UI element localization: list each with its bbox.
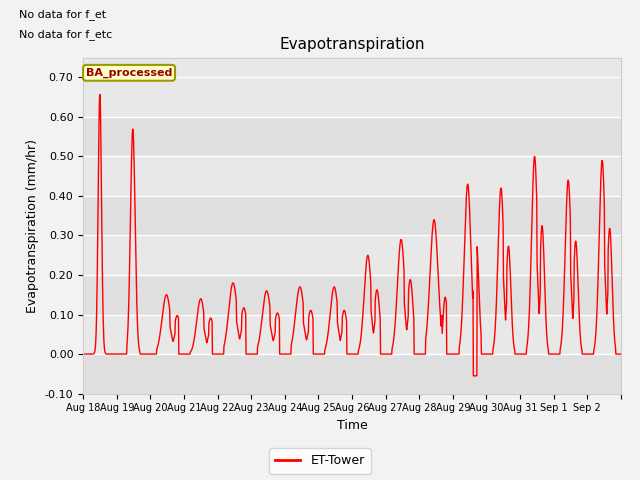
- X-axis label: Time: Time: [337, 419, 367, 432]
- Text: BA_processed: BA_processed: [86, 68, 172, 78]
- Text: No data for f_et: No data for f_et: [19, 9, 106, 20]
- Bar: [83, 117, 621, 156]
- Y-axis label: Evapotranspiration (mm/hr): Evapotranspiration (mm/hr): [26, 139, 39, 312]
- Bar: [83, 354, 621, 394]
- Title: Evapotranspiration: Evapotranspiration: [279, 37, 425, 52]
- Bar: [83, 196, 621, 236]
- Legend: ET-Tower: ET-Tower: [269, 448, 371, 474]
- Bar: [83, 275, 621, 314]
- Text: No data for f_etc: No data for f_etc: [19, 29, 112, 40]
